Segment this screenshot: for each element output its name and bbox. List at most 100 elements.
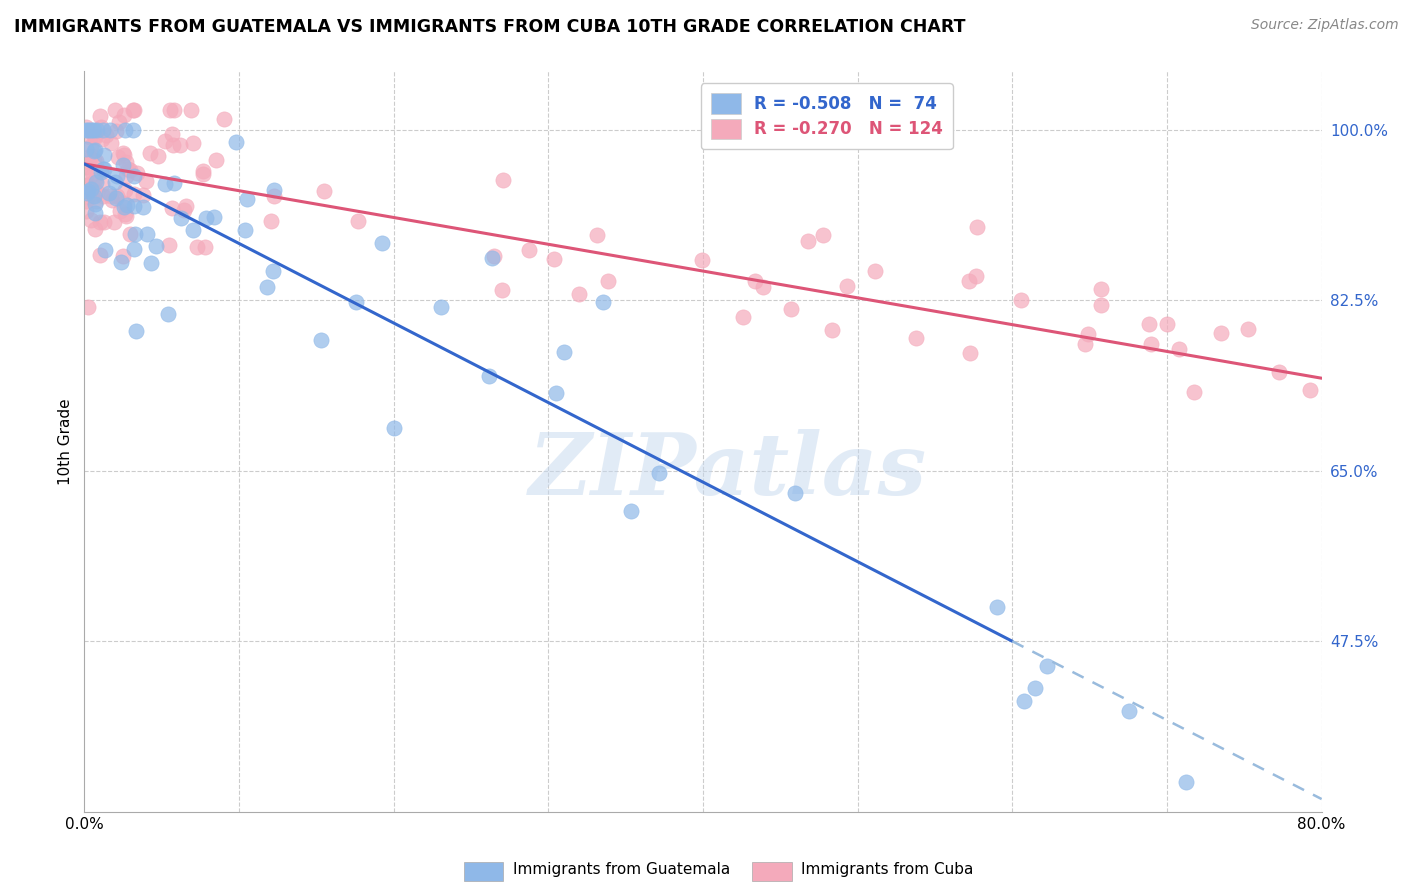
Point (752, 280, 775, 294)
Point (170, 211, 193, 225)
Point (100, 136, 122, 150)
Point (79, 123, 101, 137)
Point (957, 275, 980, 289)
Point (104, 175, 127, 189)
Point (115, 209, 138, 223)
Point (225, 135, 247, 149)
Point (86, 175, 108, 189)
Point (77, 149, 100, 163)
Point (592, 294, 614, 309)
Point (193, 167, 215, 181)
Point (84, 129, 107, 144)
Point (114, 148, 136, 162)
Point (75, 178, 97, 192)
Point (84, 153, 107, 168)
Point (139, 255, 162, 269)
Point (309, 333, 332, 347)
Point (959, 346, 981, 360)
Point (80, 138, 103, 153)
Point (263, 183, 285, 197)
Point (586, 227, 609, 242)
Point (382, 421, 405, 435)
Point (122, 242, 145, 256)
Point (1036, 659, 1059, 673)
Y-axis label: 10th Grade: 10th Grade (58, 398, 73, 485)
Point (492, 173, 515, 187)
Point (84, 173, 107, 187)
Point (75, 160, 97, 174)
Point (110, 203, 132, 218)
Point (114, 123, 136, 137)
Point (82, 123, 104, 137)
Point (146, 149, 169, 163)
Point (93, 244, 115, 258)
Point (195, 211, 218, 225)
Point (193, 164, 215, 178)
Point (1090, 298, 1112, 312)
Point (75, 194, 97, 208)
Text: ZIPatlas: ZIPatlas (529, 429, 927, 513)
Point (371, 236, 394, 251)
Point (83, 144, 105, 158)
Point (236, 192, 259, 206)
Point (91, 123, 114, 137)
Point (84, 205, 107, 219)
Point (122, 169, 145, 183)
Point (124, 324, 146, 338)
Point (77, 123, 100, 137)
Text: Immigrants from Cuba: Immigrants from Cuba (801, 863, 974, 877)
Point (117, 161, 139, 176)
Point (162, 103, 184, 118)
Point (173, 203, 195, 218)
Point (174, 199, 197, 213)
Point (648, 466, 671, 480)
Point (124, 103, 146, 118)
Point (733, 310, 755, 325)
Point (162, 127, 184, 141)
Point (986, 599, 1008, 614)
Point (90, 120, 112, 134)
Point (83, 221, 105, 235)
Point (260, 214, 283, 228)
Point (103, 214, 125, 228)
Point (478, 368, 501, 383)
Point (124, 227, 146, 241)
Point (80, 212, 103, 227)
Point (122, 187, 145, 202)
Point (543, 252, 565, 267)
Point (262, 264, 284, 278)
Point (212, 112, 235, 126)
Point (105, 169, 128, 183)
Point (553, 345, 575, 359)
Point (132, 188, 155, 202)
Point (83, 123, 105, 137)
Point (91, 188, 114, 202)
Point (156, 307, 179, 321)
Point (76, 186, 98, 200)
Point (104, 191, 127, 205)
Point (86, 185, 108, 199)
Point (110, 254, 132, 268)
Point (91, 132, 114, 146)
Point (118, 227, 141, 242)
Point (111, 249, 134, 263)
Point (811, 227, 834, 242)
Point (135, 174, 157, 188)
Point (205, 153, 228, 167)
Point (966, 219, 988, 234)
Point (135, 227, 157, 241)
Point (194, 239, 217, 253)
Point (202, 211, 225, 225)
Legend: R = -0.508   N =  74, R = -0.270   N = 124: R = -0.508 N = 74, R = -0.270 N = 124 (700, 83, 953, 149)
Point (75, 142, 97, 156)
Point (112, 200, 135, 214)
Point (75, 204, 97, 219)
Point (180, 103, 202, 118)
Point (114, 207, 136, 221)
Point (1074, 336, 1097, 351)
Point (83, 153, 105, 167)
Point (76, 184, 98, 198)
Point (517, 243, 540, 257)
Point (162, 138, 184, 153)
Point (104, 103, 127, 118)
